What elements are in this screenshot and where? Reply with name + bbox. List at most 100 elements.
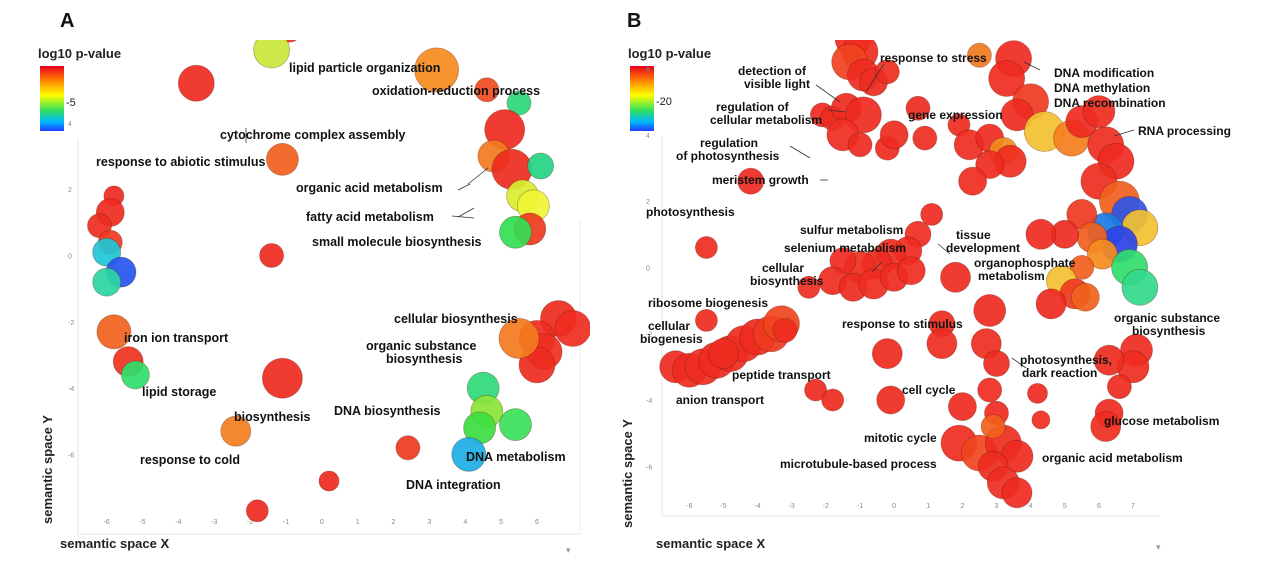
label-cell-biogen-1: cellular: [648, 319, 690, 333]
bubble-point: [847, 132, 873, 158]
bubble-point: [1070, 282, 1100, 312]
bubble-point: [261, 357, 303, 399]
bubble-point: [821, 388, 845, 412]
bubble-point: [912, 125, 938, 151]
bubble-point: [1027, 382, 1048, 404]
panel-b-scatter-plot: -6 -5 -4 -3 -2 -1 0 1 2 3 4 5 6 7 6 4 2 0 -2 -4 -6 detection…: [640, 40, 1231, 517]
x-tick-label: 7: [1131, 503, 1135, 510]
bubble-point: [1001, 477, 1033, 509]
y-tick-label: 4: [68, 121, 72, 128]
label-dna-methylation: DNA methylation: [1054, 81, 1150, 95]
panel-b-annotations: detection of visible light response to s…: [640, 51, 1231, 471]
bubble-point: [926, 328, 958, 360]
bubble-point: [506, 90, 532, 116]
label-organophosphate-2: metabolism: [978, 269, 1045, 283]
label-reg-photo-2: of photosynthesis: [676, 149, 780, 163]
bubble-point: [498, 317, 540, 359]
y-tick-label: -4: [646, 398, 652, 405]
panel-a-legend-title: log10 p-value: [38, 46, 122, 61]
label-org-substance-1: organic substance: [1114, 311, 1220, 325]
label-biosynthesis: biosynthesis: [234, 410, 310, 424]
label-glucose: glucose metabolism: [1104, 414, 1219, 428]
panel-b-legend-tick: -20: [656, 96, 672, 108]
x-tick-label: -4: [754, 503, 760, 510]
label-detection-2: visible light: [744, 77, 810, 91]
label-cellular-biosynthesis: cellular biosynthesis: [394, 312, 518, 326]
bubble-point: [958, 166, 988, 196]
leader-line: [865, 63, 885, 93]
x-tick-label: 6: [1097, 503, 1101, 510]
bubble-point: [983, 350, 1010, 377]
bubble-point: [876, 385, 906, 415]
leader-line: [1023, 61, 1041, 71]
y-tick-label: 2: [646, 199, 650, 206]
label-dna-biosynthesis: DNA biosynthesis: [334, 404, 441, 418]
label-cell-biosynth-2: biosynthesis: [750, 274, 824, 288]
label-cytochrome: cytochrome complex assembly: [220, 128, 406, 142]
x-tick-label: 0: [892, 503, 896, 510]
bubble-point: [1035, 288, 1067, 320]
panel-b-grid: [661, 136, 1160, 517]
x-tick-label: 0: [320, 519, 324, 526]
x-tick-label: -5: [139, 519, 145, 526]
bubble-point: [695, 236, 718, 259]
label-organic-acid: organic acid metabolism: [296, 181, 443, 195]
y-tick-label: 2: [68, 187, 72, 194]
panel-a-scatter-plot: -6 -5 -4 -3 -2 -1 0 1 2 3 4 5 6 4 2 0 -2 -4 -6 lipid parti…: [68, 40, 590, 535]
bubble-point: [804, 378, 828, 402]
x-tick-label: -1: [283, 519, 289, 526]
label-oxidation-reduction: oxidation-reduction process: [372, 84, 540, 98]
label-dark-2: dark reaction: [1022, 366, 1097, 380]
bubble-point: [1106, 374, 1132, 400]
label-sulfur: sulfur metabolism: [800, 223, 903, 237]
x-tick-label: -6: [104, 519, 110, 526]
bubble-point: [554, 310, 590, 347]
panel-b-letter: B: [627, 10, 642, 32]
x-tick-label: 3: [427, 519, 431, 526]
y-tick-label: -6: [68, 452, 74, 459]
bubble-point: [1031, 410, 1051, 430]
label-mitotic: mitotic cycle: [864, 431, 937, 445]
bubble-point: [980, 414, 1006, 439]
panel-a-letter: A: [60, 10, 75, 32]
bubble-point: [977, 377, 1003, 403]
y-tick-label: -2: [646, 332, 652, 339]
bubble-point: [177, 64, 215, 102]
x-tick-label: 1: [926, 503, 930, 510]
leader-line: [937, 243, 951, 255]
label-rna-processing: RNA processing: [1138, 124, 1231, 138]
label-organic-acid: organic acid metabolism: [1042, 451, 1183, 465]
bubble-point: [92, 267, 122, 297]
bubble-point: [499, 215, 532, 249]
panel-a-grid: [77, 138, 581, 535]
panel-a-legend-tick: -5: [66, 97, 76, 109]
bubble-point: [797, 275, 821, 299]
leader-line: [1113, 129, 1135, 137]
y-tick-label: 6: [646, 67, 650, 74]
leader-line: [451, 215, 475, 219]
panel-b-y-axis-label: semantic space Y: [620, 419, 635, 528]
bubble-point: [1069, 254, 1095, 280]
bubble-point: [318, 470, 340, 492]
leader-line: [789, 145, 811, 159]
x-tick-label: 2: [392, 519, 396, 526]
x-tick-label: -2: [823, 503, 829, 510]
x-tick-label: 1: [356, 519, 360, 526]
y-tick-label: 4: [646, 133, 650, 140]
label-abiotic-stimulus: response to abiotic stimulus: [96, 155, 266, 169]
label-detection-1: detection of: [738, 64, 807, 78]
x-tick-label: -5: [720, 503, 726, 510]
bubble-point: [905, 95, 931, 121]
bubble-point: [253, 40, 290, 69]
bubble-point: [988, 60, 1026, 97]
panel-a-bubbles: [87, 40, 590, 523]
bubble-point: [474, 77, 500, 103]
bubble-point: [1082, 95, 1116, 128]
bubble-point: [871, 338, 903, 370]
bubble-point: [395, 435, 421, 461]
label-dna-integration: DNA integration: [406, 478, 501, 492]
panel-a-scroll-marker: ▾: [566, 545, 571, 555]
bubble-point: [1025, 218, 1057, 250]
label-photosynthesis: photosynthesis: [646, 205, 735, 219]
bubble-point: [695, 308, 718, 332]
